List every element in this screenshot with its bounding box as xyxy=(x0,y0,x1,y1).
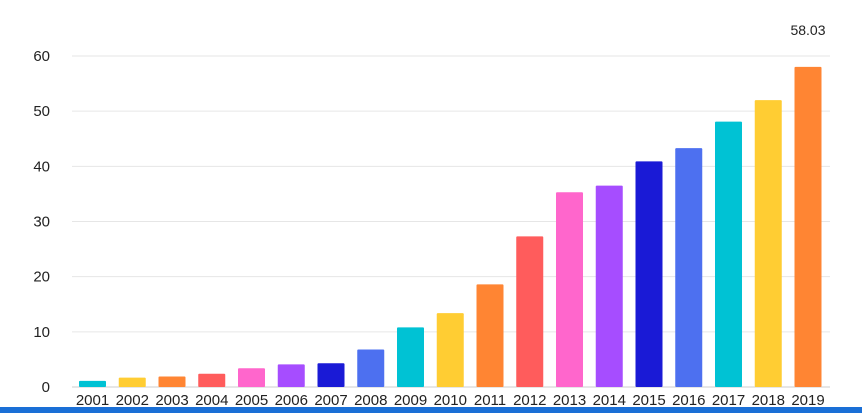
bar-2001 xyxy=(79,380,106,387)
x-tick-label: 2017 xyxy=(712,392,745,409)
bar-2004 xyxy=(198,373,226,387)
x-tick-label: 2008 xyxy=(354,392,387,409)
x-tick-label: 2012 xyxy=(513,392,546,409)
x-tick-label: 2004 xyxy=(195,392,228,409)
bar-2006 xyxy=(277,364,305,387)
x-tick-label: 2014 xyxy=(593,392,626,409)
x-tick-label: 2007 xyxy=(314,392,347,409)
bar-2011 xyxy=(476,284,504,387)
x-tick-label: 2011 xyxy=(474,392,506,409)
x-tick-label: 2018 xyxy=(752,392,785,409)
y-tick-label: 30 xyxy=(33,214,50,231)
x-tick-label: 2003 xyxy=(155,392,188,409)
data-labels: 58.03 xyxy=(790,22,825,38)
x-tick-label: 2015 xyxy=(632,392,665,409)
y-tick-label: 10 xyxy=(33,324,50,341)
y-tick-label: 60 xyxy=(33,48,50,65)
bar-2010 xyxy=(436,313,464,387)
bar-2019 xyxy=(794,66,822,388)
bar-2005 xyxy=(238,368,265,387)
y-tick-label: 20 xyxy=(33,269,50,286)
x-tick-label: 2006 xyxy=(275,392,308,409)
x-tick-label: 2016 xyxy=(672,392,705,409)
x-tick-label: 2001 xyxy=(76,392,109,409)
x-axis-ticks: 2001 2002 2003 2004 2005 2006 2007 2008 2009 2010… xyxy=(76,392,825,409)
y-tick-label: 0 xyxy=(42,379,50,396)
bar-2007 xyxy=(317,363,345,387)
bar-2013 xyxy=(556,192,583,387)
gridlines xyxy=(72,55,830,388)
bar-2002 xyxy=(118,377,146,387)
bar-2008 xyxy=(357,349,385,387)
x-tick-label: 2005 xyxy=(235,392,268,409)
window-bottom-bar xyxy=(0,407,862,413)
bar-2009 xyxy=(397,327,424,387)
bar-2012 xyxy=(516,236,544,387)
bar-2017 xyxy=(715,121,742,388)
x-tick-label: 2002 xyxy=(116,392,149,409)
bars xyxy=(79,66,822,388)
y-tick-label: 40 xyxy=(33,158,50,175)
bar-2016 xyxy=(675,148,703,387)
x-tick-label: 2009 xyxy=(394,392,427,409)
x-tick-label: 2010 xyxy=(434,392,467,409)
y-tick-label: 50 xyxy=(33,103,50,120)
bar-2018 xyxy=(754,100,782,387)
bar-2003 xyxy=(158,376,186,387)
y-axis-ticks: 0 10 20 30 40 50 60 xyxy=(33,48,50,396)
bar-2014 xyxy=(595,185,623,387)
x-tick-label: 2019 xyxy=(791,392,824,409)
data-label: 58.03 xyxy=(790,22,825,38)
bar-2015 xyxy=(635,161,663,387)
x-tick-label: 2013 xyxy=(553,392,586,409)
